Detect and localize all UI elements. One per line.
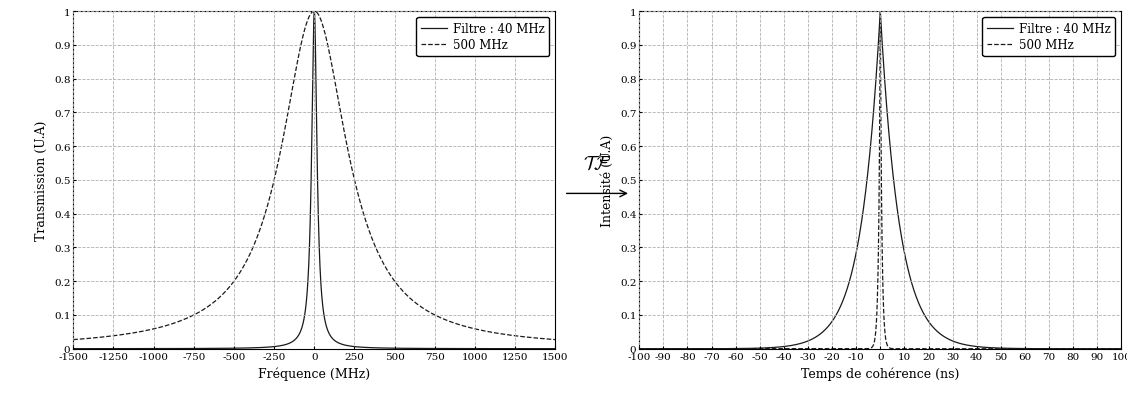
X-axis label: Temps de cohérence (ns): Temps de cohérence (ns) <box>801 366 959 380</box>
Line: Filtre : 40 MHz: Filtre : 40 MHz <box>639 12 1121 349</box>
500 MHz <box>990 346 1003 351</box>
Filtre : 40 MHz: (-1.35e+03, 0.00022): 40 MHz: (-1.35e+03, 0.00022) <box>90 346 104 351</box>
Legend: Filtre : 40 MHz, 500 MHz: Filtre : 40 MHz, 500 MHz <box>983 18 1116 57</box>
Filtre : 40 MHz: (-27.6, 0.0312): 40 MHz: (-27.6, 0.0312) <box>807 336 820 341</box>
Filtre : 40 MHz: (275, 0.00524): 40 MHz: (275, 0.00524) <box>352 345 365 350</box>
Filtre : 40 MHz: (48.3, 0.00231): 40 MHz: (48.3, 0.00231) <box>990 346 1003 350</box>
Filtre : 40 MHz: (724, 0.000762): 40 MHz: (724, 0.000762) <box>424 346 437 351</box>
Filtre : 40 MHz: (-0.0125, 0.998): 40 MHz: (-0.0125, 0.998) <box>873 10 887 15</box>
Text: $\mathcal{T}\mathcal{F}$: $\mathcal{T}\mathcal{F}$ <box>583 155 612 174</box>
500 MHz <box>373 254 387 259</box>
500 MHz <box>308 10 321 14</box>
Line: Filtre : 40 MHz: Filtre : 40 MHz <box>73 12 556 349</box>
Filtre : 40 MHz: (-100, 3.49e-06): 40 MHz: (-100, 3.49e-06) <box>632 346 646 351</box>
Y-axis label: Transmission (U.A): Transmission (U.A) <box>35 120 48 241</box>
500 MHz <box>66 337 80 342</box>
500 MHz <box>1115 346 1127 351</box>
500 MHz <box>450 322 463 326</box>
Filtre : 40 MHz: (-89.9, 1.23e-05): 40 MHz: (-89.9, 1.23e-05) <box>657 346 671 351</box>
500 MHz <box>90 335 104 340</box>
500 MHz <box>917 346 931 351</box>
Filtre : 40 MHz: (406, 0.00242): 40 MHz: (406, 0.00242) <box>373 346 387 350</box>
Y-axis label: Intensité (U.A): Intensité (U.A) <box>602 134 614 227</box>
500 MHz <box>352 194 365 199</box>
500 MHz <box>549 337 562 342</box>
Line: 500 MHz: 500 MHz <box>639 18 1121 349</box>
Filtre : 40 MHz: (1.5e+03, 0.000178): 40 MHz: (1.5e+03, 0.000178) <box>549 346 562 351</box>
500 MHz <box>632 346 646 351</box>
Filtre : 40 MHz: (100, 3.49e-06): 40 MHz: (100, 3.49e-06) <box>1115 346 1127 351</box>
Filtre : 40 MHz: (27.1, 0.0332): 40 MHz: (27.1, 0.0332) <box>939 335 952 340</box>
X-axis label: Fréquence (MHz): Fréquence (MHz) <box>258 366 371 380</box>
Line: 500 MHz: 500 MHz <box>73 12 556 340</box>
500 MHz <box>1015 346 1029 351</box>
500 MHz <box>424 311 437 316</box>
Filtre : 40 MHz: (885, 0.000511): 40 MHz: (885, 0.000511) <box>450 346 463 351</box>
500 MHz <box>807 346 820 351</box>
Filtre : 40 MHz: (-0.188, 1): 40 MHz: (-0.188, 1) <box>308 10 321 14</box>
Filtre : 40 MHz: (-1.5e+03, 0.000178): 40 MHz: (-1.5e+03, 0.000178) <box>66 346 80 351</box>
Filtre : 40 MHz: (-414, 0.00233): 40 MHz: (-414, 0.00233) <box>241 346 255 350</box>
Legend: Filtre : 40 MHz, 500 MHz: Filtre : 40 MHz, 500 MHz <box>416 18 550 57</box>
500 MHz <box>873 16 887 21</box>
500 MHz <box>939 346 952 351</box>
500 MHz <box>657 346 671 351</box>
Filtre : 40 MHz: (18.4, 0.0995): 40 MHz: (18.4, 0.0995) <box>917 313 931 318</box>
500 MHz <box>241 256 255 261</box>
Filtre : 40 MHz: (59, 0.000605): 40 MHz: (59, 0.000605) <box>1015 346 1029 351</box>
